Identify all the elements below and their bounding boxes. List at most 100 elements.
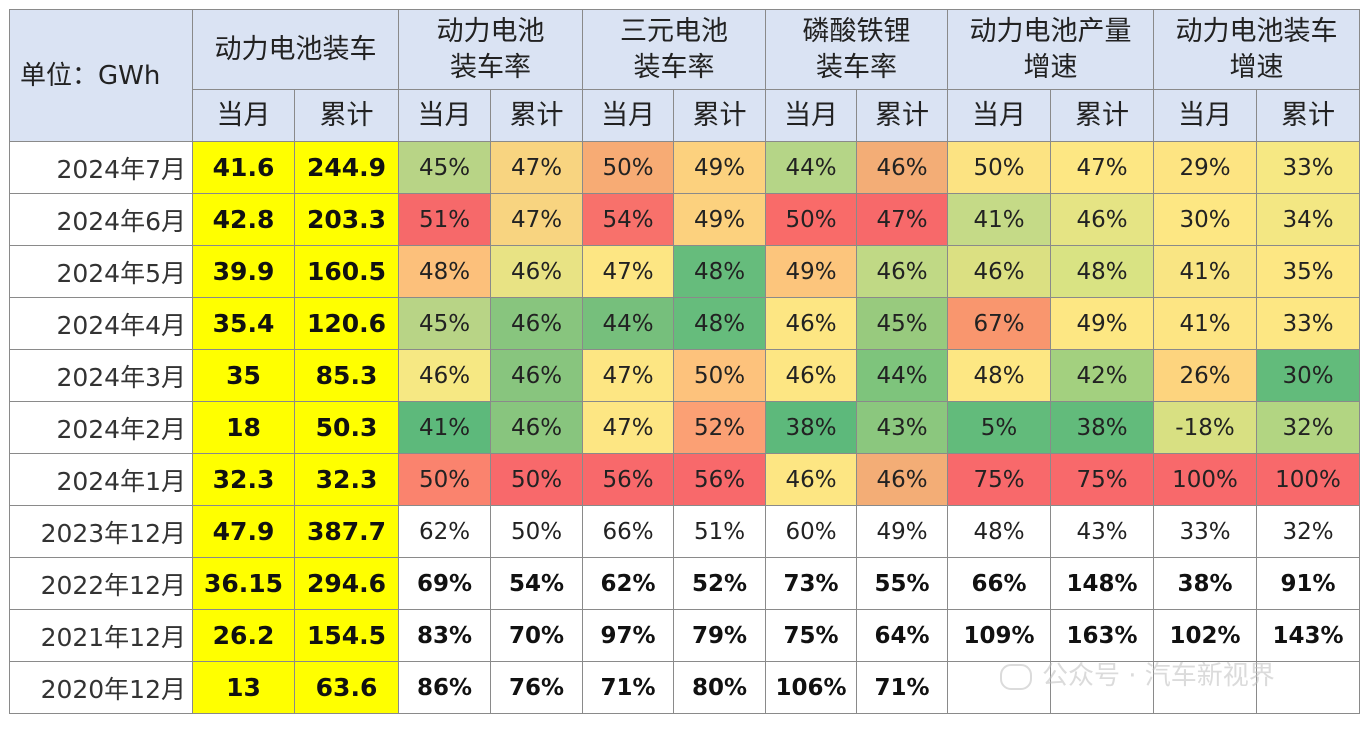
percent-cell: 163%	[1050, 609, 1154, 662]
percent-cell: 71%	[856, 661, 948, 714]
percent-cell: 48%	[673, 245, 766, 298]
percent-cell: 49%	[1050, 297, 1154, 350]
percent-cell: 66%	[947, 557, 1051, 610]
sub-header-cumulative: 累计	[490, 89, 583, 142]
percent-cell	[1256, 661, 1360, 714]
percent-cell: 32%	[1256, 401, 1360, 454]
percent-cell: 50%	[673, 349, 766, 402]
percent-cell: 49%	[765, 245, 857, 298]
percent-cell: 49%	[673, 141, 766, 194]
percent-cell: 46%	[765, 453, 857, 506]
group-header-ternary-rate: 三元电池 装车率	[582, 9, 766, 90]
row-label: 2024年3月	[9, 349, 193, 402]
table-row: 2024年4月 35.4 120.6 45% 46% 44% 48% 46% 45% 67% 49%…	[9, 297, 1360, 350]
volume-cell: 35.4	[192, 297, 295, 350]
volume-cell: 154.5	[294, 609, 399, 662]
percent-cell: 48%	[1050, 245, 1154, 298]
percent-cell: 50%	[947, 141, 1051, 194]
percent-cell: 73%	[765, 557, 857, 610]
percent-cell: 49%	[673, 193, 766, 246]
percent-cell: 143%	[1256, 609, 1360, 662]
table-row: 2024年6月 42.8 203.3 51% 47% 54% 49% 50% 47% 41% 46%…	[9, 193, 1360, 246]
row-label: 2024年1月	[9, 453, 193, 506]
percent-cell: 46%	[856, 141, 948, 194]
row-label: 2024年7月	[9, 141, 193, 194]
percent-cell: 46%	[765, 349, 857, 402]
volume-cell: 41.6	[192, 141, 295, 194]
percent-cell: 67%	[947, 297, 1051, 350]
percent-cell: 66%	[582, 505, 674, 558]
group-header-power-rate: 动力电池 装车率	[398, 9, 583, 90]
percent-cell: 38%	[765, 401, 857, 454]
percent-cell: 71%	[582, 661, 674, 714]
percent-cell: 45%	[398, 297, 491, 350]
percent-cell: 48%	[673, 297, 766, 350]
percent-cell: 43%	[1050, 505, 1154, 558]
percent-cell: 64%	[856, 609, 948, 662]
sub-header-cumulative: 累计	[294, 89, 399, 142]
percent-cell: 50%	[582, 141, 674, 194]
percent-cell: 69%	[398, 557, 491, 610]
percent-cell: 50%	[398, 453, 491, 506]
percent-cell: 100%	[1153, 453, 1257, 506]
sub-header-month: 当月	[947, 89, 1051, 142]
sub-header-month: 当月	[582, 89, 674, 142]
table-row: 2023年12月 47.9 387.7 62% 50% 66% 51% 60% 49% 48% 43…	[9, 505, 1360, 558]
percent-cell: 46%	[490, 349, 583, 402]
percent-cell: 100%	[1256, 453, 1360, 506]
volume-cell: 32.3	[192, 453, 295, 506]
volume-cell: 39.9	[192, 245, 295, 298]
percent-cell: 52%	[673, 401, 766, 454]
percent-cell: 148%	[1050, 557, 1154, 610]
percent-cell: 48%	[398, 245, 491, 298]
percent-cell: 26%	[1153, 349, 1257, 402]
sub-header-month: 当月	[1153, 89, 1257, 142]
percent-cell: 91%	[1256, 557, 1360, 610]
percent-cell: 47%	[490, 193, 583, 246]
sub-header-cumulative: 累计	[1050, 89, 1154, 142]
percent-cell: 46%	[1050, 193, 1154, 246]
table-row: 2024年7月 41.6 244.9 45% 47% 50% 49% 44% 46% 50% 47%…	[9, 141, 1360, 194]
percent-cell: 38%	[1153, 557, 1257, 610]
percent-cell: 29%	[1153, 141, 1257, 194]
percent-cell: 76%	[490, 661, 583, 714]
group-header-output-growth: 动力电池产量 增速	[947, 9, 1154, 90]
percent-cell: 70%	[490, 609, 583, 662]
percent-cell: 46%	[490, 401, 583, 454]
percent-cell: 60%	[765, 505, 857, 558]
percent-cell: 97%	[582, 609, 674, 662]
volume-cell: 13	[192, 661, 295, 714]
percent-cell: 86%	[398, 661, 491, 714]
percent-cell: 49%	[856, 505, 948, 558]
percent-cell: 52%	[673, 557, 766, 610]
volume-cell: 42.8	[192, 193, 295, 246]
row-label: 2024年2月	[9, 401, 193, 454]
percent-cell: 47%	[856, 193, 948, 246]
percent-cell: 50%	[765, 193, 857, 246]
percent-cell: 41%	[947, 193, 1051, 246]
percent-cell: 75%	[765, 609, 857, 662]
percent-cell: -18%	[1153, 401, 1257, 454]
percent-cell: 62%	[582, 557, 674, 610]
volume-cell: 387.7	[294, 505, 399, 558]
row-label: 2021年12月	[9, 609, 193, 662]
percent-cell: 46%	[490, 245, 583, 298]
sub-header-month: 当月	[398, 89, 491, 142]
percent-cell: 47%	[582, 401, 674, 454]
percent-cell: 34%	[1256, 193, 1360, 246]
battery-data-table: 单位：GWh 动力电池装车 动力电池 装车率 三元电池 装车率 磷酸铁锂 装车率 动力…	[9, 9, 1360, 714]
percent-cell: 75%	[947, 453, 1051, 506]
row-label: 2024年6月	[9, 193, 193, 246]
volume-cell: 18	[192, 401, 295, 454]
percent-cell: 56%	[582, 453, 674, 506]
volume-cell: 50.3	[294, 401, 399, 454]
group-header-lfp-rate: 磷酸铁锂 装车率	[765, 9, 948, 90]
percent-cell	[947, 661, 1051, 714]
percent-cell	[1153, 661, 1257, 714]
percent-cell: 47%	[1050, 141, 1154, 194]
volume-cell: 32.3	[294, 453, 399, 506]
sub-header-cumulative: 累计	[673, 89, 766, 142]
table-row: 2024年2月 18 50.3 41% 46% 47% 52% 38% 43% 5% 38% -18%…	[9, 401, 1360, 454]
row-label: 2023年12月	[9, 505, 193, 558]
table-row: 2024年5月 39.9 160.5 48% 46% 47% 48% 49% 46% 46% 48%…	[9, 245, 1360, 298]
